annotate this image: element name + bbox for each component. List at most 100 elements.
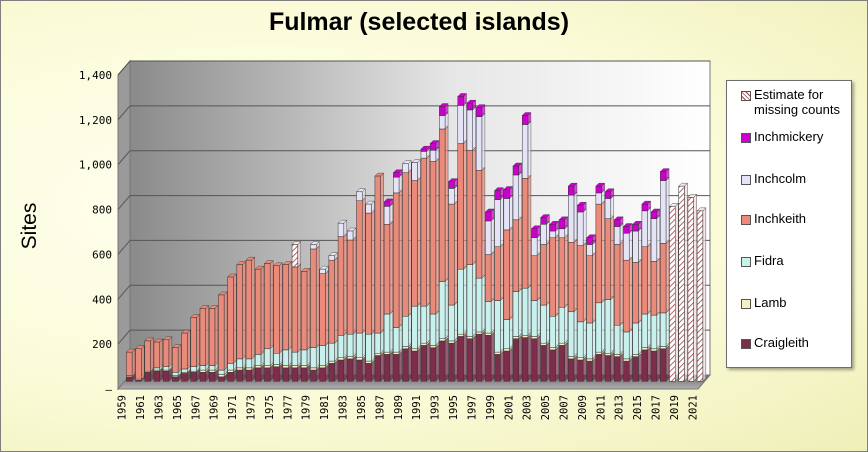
bar-segment	[438, 125, 449, 282]
bar-segment	[576, 208, 587, 247]
x-tick-label: 1989	[393, 395, 405, 420]
bar-segment	[540, 241, 550, 306]
bar-segment	[613, 241, 624, 326]
bar-segment	[356, 188, 366, 202]
legend-label: Craigleith	[754, 335, 809, 350]
bar-segment	[650, 208, 661, 220]
y-tick-label: 400	[92, 293, 112, 306]
bar-segment	[604, 195, 615, 220]
chart-title: Fulmar (selected islands)	[268, 8, 570, 36]
bar-segment	[429, 158, 440, 315]
bar-segment	[595, 182, 606, 194]
bar-segment	[356, 197, 366, 334]
bar-segment	[604, 295, 615, 354]
bar-segment	[374, 329, 385, 354]
bar-segment	[438, 278, 449, 340]
bar-segment	[466, 335, 477, 382]
x-tick-label: 1961	[135, 395, 147, 420]
bar-segment	[466, 106, 477, 151]
bar-segment	[181, 329, 191, 370]
bar-segment	[503, 195, 514, 231]
bar-segment	[521, 334, 532, 382]
x-tick-label: 1983	[338, 395, 350, 420]
bar-segment	[623, 229, 633, 261]
x-tick-label: 2015	[632, 395, 644, 420]
bar-segment	[457, 140, 467, 270]
x-tick-label: 2003	[522, 395, 534, 420]
bar-segment	[595, 200, 606, 304]
bar-segment	[659, 345, 670, 382]
bar-segment	[521, 174, 532, 289]
x-tick-label: 2001	[503, 395, 515, 420]
bar-segment	[411, 159, 421, 182]
y-tick-label: 1,200	[79, 114, 112, 127]
bar-segment	[263, 260, 274, 350]
bar-segment	[632, 227, 642, 263]
bar-segment	[125, 348, 136, 377]
bar-segment	[595, 350, 606, 382]
bar-segment	[576, 356, 587, 382]
bar-segment	[613, 353, 624, 382]
bar-segment	[309, 241, 320, 250]
bar-segment	[291, 241, 302, 268]
bar-segment	[503, 347, 514, 382]
x-tick-label: 1999	[485, 395, 497, 420]
bar-segment	[623, 223, 633, 234]
bar-segment	[365, 330, 375, 362]
bar-segment	[144, 337, 154, 372]
bar-segment	[402, 160, 412, 174]
bar-segment	[475, 113, 486, 171]
bar-segment	[420, 145, 431, 152]
bar-segment	[576, 201, 587, 213]
x-tick-label: 1981	[319, 395, 331, 420]
legend-swatch	[741, 91, 751, 101]
bar-segment	[494, 243, 504, 302]
legend-label: Inchmickery	[754, 129, 824, 144]
bar-segment	[429, 140, 440, 151]
bar-segment	[383, 220, 394, 315]
x-tick-label: 2013	[614, 395, 626, 420]
bar-segment	[273, 262, 283, 354]
bar-segment	[669, 202, 679, 382]
x-tick-label: 1997	[466, 395, 478, 420]
bar-segment	[512, 162, 523, 176]
bar-segment	[512, 335, 523, 382]
bar-segment	[613, 216, 624, 228]
bar-segment	[254, 265, 265, 355]
bar-segment	[337, 233, 348, 336]
bar-segment	[604, 188, 615, 199]
x-tick-label: 1995	[448, 395, 460, 420]
bar-segment	[632, 353, 642, 382]
bar-segment	[530, 297, 541, 337]
bar-segment	[411, 177, 421, 307]
legend-label: Fidra	[754, 253, 784, 268]
bar-segment	[549, 234, 560, 317]
bar-segment	[586, 319, 596, 360]
bar-segment	[448, 200, 458, 306]
x-tick-label: 1977	[282, 395, 294, 420]
bar-segment	[392, 323, 403, 353]
bar-segment	[475, 330, 486, 382]
bar-segment	[604, 352, 615, 382]
bar-segment	[438, 103, 449, 117]
x-tick-label: 2017	[651, 395, 663, 420]
bar-segment	[356, 356, 366, 382]
bar-segment	[530, 335, 541, 382]
bar-segment	[576, 318, 587, 359]
bar-segment	[475, 274, 486, 333]
gridline-side	[117, 150, 131, 166]
legend-swatch	[741, 133, 751, 143]
bar-segment	[171, 344, 182, 373]
bar-segment	[420, 341, 431, 382]
bar-segment	[540, 220, 550, 245]
x-tick-label: 1959	[117, 395, 129, 420]
bar-segment	[540, 214, 550, 225]
gridline-side	[117, 284, 131, 300]
x-tick-label: 1967	[190, 395, 202, 420]
bar-segment	[623, 328, 633, 360]
bar-segment	[567, 191, 578, 243]
bar-segment	[659, 168, 670, 182]
bar-segment	[586, 234, 596, 245]
bar-segment	[632, 319, 642, 355]
bar-segment	[135, 345, 145, 380]
